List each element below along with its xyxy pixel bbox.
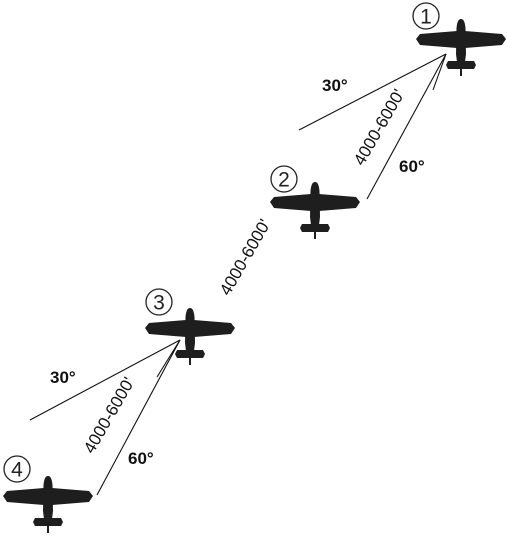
- aircraft-1: 1: [412, 2, 506, 76]
- sight-line-60-lower: [96, 339, 181, 496]
- aircraft-2-number-circle: [270, 165, 298, 193]
- aircraft-1-number: 1: [420, 6, 432, 29]
- aircraft-3-number-circle: [145, 288, 173, 316]
- angle-label-60-lower: 60°: [128, 449, 154, 468]
- distance-label-3-4: 4000-6000': [80, 374, 139, 457]
- aircraft-4-plane-icon: [3, 476, 93, 533]
- aircraft-2: 2: [270, 165, 360, 239]
- aircraft-3-plane-icon: [145, 308, 235, 365]
- aircraft-4-number: 4: [11, 459, 23, 482]
- sight-line-distance-lower: [156, 339, 181, 378]
- angle-label-30-lower: 30°: [50, 368, 76, 387]
- sight-line-60-upper: [366, 53, 447, 200]
- sight-line-30-lower: [29, 339, 181, 421]
- aircraft-4-number-circle: [3, 455, 31, 483]
- aircraft-1-number-circle: [412, 2, 440, 30]
- aircraft-3: 3: [145, 288, 235, 365]
- distance-label-2-3: 4000-6000': [216, 216, 275, 299]
- aircraft-3-number: 3: [153, 292, 165, 315]
- sight-line-30-upper: [298, 53, 447, 131]
- angle-label-30-upper: 30°: [322, 76, 348, 95]
- angle-label-60-upper: 60°: [399, 157, 425, 176]
- aircraft-2-number: 2: [278, 169, 290, 192]
- aircraft-4: 4: [3, 455, 93, 533]
- sight-line-distance-upper: [432, 53, 447, 91]
